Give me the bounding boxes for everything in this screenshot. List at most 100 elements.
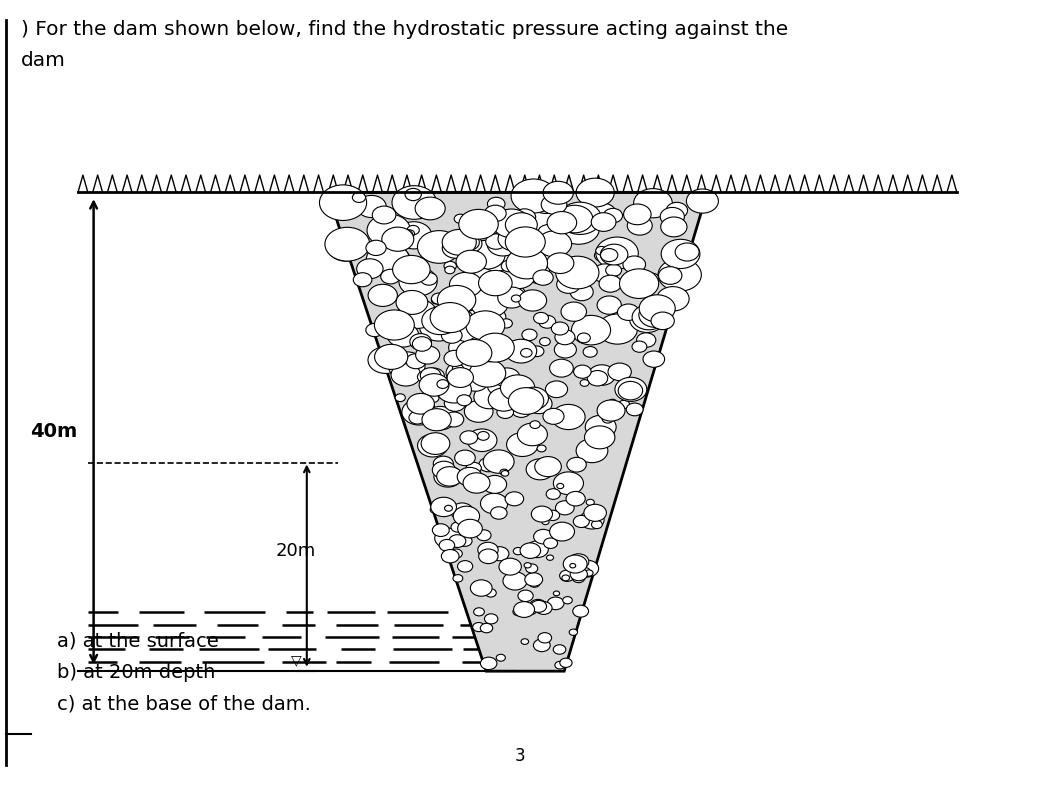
Circle shape [600,249,618,261]
Circle shape [632,305,666,330]
Circle shape [579,190,594,201]
Circle shape [478,458,497,472]
Circle shape [498,227,530,251]
Circle shape [458,535,472,546]
Circle shape [549,522,574,541]
Circle shape [449,272,483,297]
Circle shape [587,499,594,506]
Circle shape [466,462,482,474]
Circle shape [501,470,509,476]
Circle shape [513,608,523,615]
Circle shape [388,249,406,261]
Circle shape [541,195,567,214]
Circle shape [686,189,719,214]
Circle shape [453,506,479,526]
Circle shape [398,299,437,328]
Circle shape [406,354,426,369]
Circle shape [473,608,485,616]
Circle shape [444,412,464,427]
Circle shape [467,429,497,451]
Circle shape [520,209,555,235]
Circle shape [553,644,566,654]
Circle shape [442,229,476,255]
Circle shape [667,203,687,218]
Circle shape [497,406,514,418]
Circle shape [396,290,427,315]
Circle shape [471,226,513,257]
Circle shape [608,400,617,406]
Circle shape [464,310,487,327]
Circle shape [580,327,603,344]
Circle shape [474,385,505,409]
Circle shape [595,250,609,261]
Circle shape [366,240,386,255]
Circle shape [431,302,470,333]
Circle shape [643,351,665,367]
Circle shape [560,658,572,667]
Circle shape [562,575,570,581]
Circle shape [608,363,631,381]
Circle shape [486,234,506,250]
Circle shape [511,179,556,213]
Circle shape [543,408,564,425]
Circle shape [444,350,466,367]
Circle shape [531,276,542,283]
Circle shape [480,623,493,633]
Circle shape [425,309,461,335]
Circle shape [357,259,383,279]
Circle shape [576,439,607,462]
Circle shape [530,421,540,429]
Circle shape [673,213,684,221]
Circle shape [435,528,462,548]
Circle shape [566,491,586,506]
Circle shape [444,506,452,511]
Circle shape [434,456,453,471]
Circle shape [512,224,538,243]
Circle shape [529,190,562,214]
Circle shape [454,214,466,224]
Circle shape [570,283,593,301]
Circle shape [450,503,473,520]
Circle shape [419,374,449,396]
Circle shape [457,339,492,367]
Circle shape [502,344,518,356]
Circle shape [552,404,586,429]
Circle shape [505,339,537,363]
Circle shape [366,243,410,276]
Circle shape [463,240,506,273]
Circle shape [597,400,625,421]
Circle shape [599,276,622,292]
Circle shape [488,388,519,411]
Circle shape [339,236,353,246]
Circle shape [512,295,521,302]
Circle shape [505,213,538,237]
Circle shape [576,178,615,207]
Circle shape [555,330,575,345]
Circle shape [438,286,475,315]
Circle shape [368,347,404,374]
Circle shape [437,380,448,389]
Circle shape [442,238,469,258]
Circle shape [618,382,643,400]
Circle shape [525,573,543,586]
Circle shape [490,546,509,560]
Circle shape [458,520,483,538]
Circle shape [555,661,565,669]
Circle shape [546,510,560,520]
Circle shape [573,516,590,528]
Circle shape [569,629,577,635]
Circle shape [583,504,606,521]
Circle shape [675,243,699,261]
Circle shape [572,316,610,345]
Circle shape [395,221,432,249]
Circle shape [498,287,525,308]
Circle shape [532,270,553,285]
Circle shape [500,375,535,401]
Circle shape [560,570,575,582]
Circle shape [407,393,435,414]
Circle shape [456,250,487,273]
Circle shape [561,302,587,321]
Circle shape [484,450,514,473]
Circle shape [544,538,557,549]
Circle shape [619,400,629,409]
